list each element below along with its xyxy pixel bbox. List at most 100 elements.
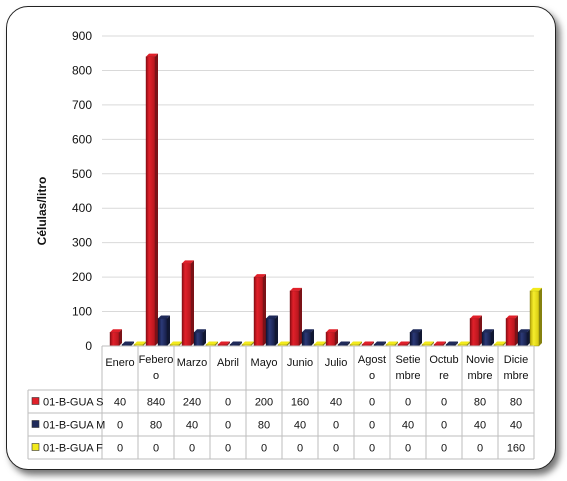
bar-side — [359, 341, 362, 346]
bar-top — [494, 341, 506, 345]
bar-top — [194, 329, 206, 333]
bar-side — [311, 329, 314, 346]
bar-side — [299, 287, 302, 346]
data-value: 840 — [147, 397, 165, 409]
data-value: 40 — [402, 420, 414, 432]
category-label: Marzo — [177, 357, 208, 369]
bar-top — [422, 341, 434, 345]
bar-top — [254, 274, 266, 278]
category-label: re — [439, 370, 449, 382]
category-label: Junio — [287, 357, 313, 369]
category-label: Agost — [358, 354, 386, 366]
bar-top — [266, 315, 278, 319]
bar-side — [443, 341, 446, 346]
bar-side — [431, 341, 434, 346]
data-value: 160 — [507, 443, 525, 455]
bar-top — [110, 329, 122, 333]
bar-top — [398, 341, 410, 345]
bar-side — [239, 341, 242, 346]
category-label: Enero — [105, 357, 134, 369]
y-tick-label: 200 — [72, 270, 92, 284]
category-label: Setie — [395, 354, 420, 366]
data-value: 0 — [405, 443, 411, 455]
bar — [157, 318, 168, 347]
series-name: 01-B-GUA M — [43, 420, 105, 432]
category-label: Febero — [139, 354, 174, 366]
bar-side — [167, 315, 170, 346]
bar-side — [323, 341, 326, 346]
bar-side — [347, 341, 350, 346]
bar-top — [374, 341, 386, 345]
bar-top — [122, 341, 134, 345]
data-value: 0 — [117, 443, 123, 455]
bar-side — [131, 341, 134, 346]
bar — [289, 290, 300, 347]
bar-top — [290, 287, 302, 291]
bar-top — [434, 341, 446, 345]
bar-side — [335, 329, 338, 346]
bar-top — [350, 341, 362, 345]
bar-side — [395, 341, 398, 346]
bar-side — [407, 341, 410, 346]
bar-top — [182, 260, 194, 264]
bar-top — [158, 315, 170, 319]
data-value: 40 — [510, 420, 522, 432]
legend-swatch — [31, 420, 40, 428]
bar-top — [218, 341, 230, 345]
series-name: 01-B-GUA F — [43, 443, 103, 455]
bar — [109, 332, 120, 347]
category-label: mbre — [467, 370, 492, 382]
bar-top — [458, 341, 470, 345]
bar — [193, 332, 204, 347]
data-value: 40 — [294, 420, 306, 432]
data-value: 0 — [477, 443, 483, 455]
data-value: 0 — [405, 397, 411, 409]
bar-side — [191, 260, 194, 346]
bar-top — [530, 287, 542, 291]
bar-top — [326, 329, 338, 333]
y-axis-ticks: 0 100 200 300 400 500 600 700 800 900 — [72, 29, 92, 353]
data-value: 0 — [225, 443, 231, 455]
bar-side — [251, 341, 254, 346]
category-label: mbre — [503, 370, 528, 382]
data-value: 80 — [510, 397, 522, 409]
data-value: 0 — [225, 397, 231, 409]
bar-top — [206, 341, 218, 345]
bar-top — [146, 53, 158, 57]
bar-side — [371, 341, 374, 346]
gridlines — [102, 35, 534, 347]
bars — [109, 53, 542, 347]
bar-side — [539, 287, 542, 346]
bar-side — [143, 341, 146, 346]
category-label: Julio — [325, 357, 348, 369]
bar-side — [275, 315, 278, 346]
bar-side — [491, 329, 494, 346]
bar — [481, 332, 492, 347]
data-value: 160 — [291, 397, 309, 409]
bar-top — [518, 329, 530, 333]
category-label: o — [369, 370, 375, 382]
bar — [145, 56, 156, 347]
category-label: Abril — [217, 357, 239, 369]
category-label: Mayo — [251, 357, 278, 369]
data-value: 0 — [441, 397, 447, 409]
y-tick-label: 400 — [72, 201, 92, 215]
bar-side — [263, 274, 266, 346]
bar-top — [470, 315, 482, 319]
bar-side — [203, 329, 206, 346]
bar — [529, 290, 540, 347]
bar — [409, 332, 420, 347]
bar — [181, 263, 192, 347]
data-value: 0 — [189, 443, 195, 455]
data-value: 40 — [330, 397, 342, 409]
bar-side — [419, 329, 422, 346]
bar-side — [467, 341, 470, 346]
data-value: 0 — [441, 420, 447, 432]
bar-top — [362, 341, 374, 345]
y-tick-label: 900 — [72, 29, 92, 43]
bar-side — [155, 53, 158, 347]
bar-side — [383, 341, 386, 346]
bar — [301, 332, 312, 347]
data-value: 0 — [225, 420, 231, 432]
